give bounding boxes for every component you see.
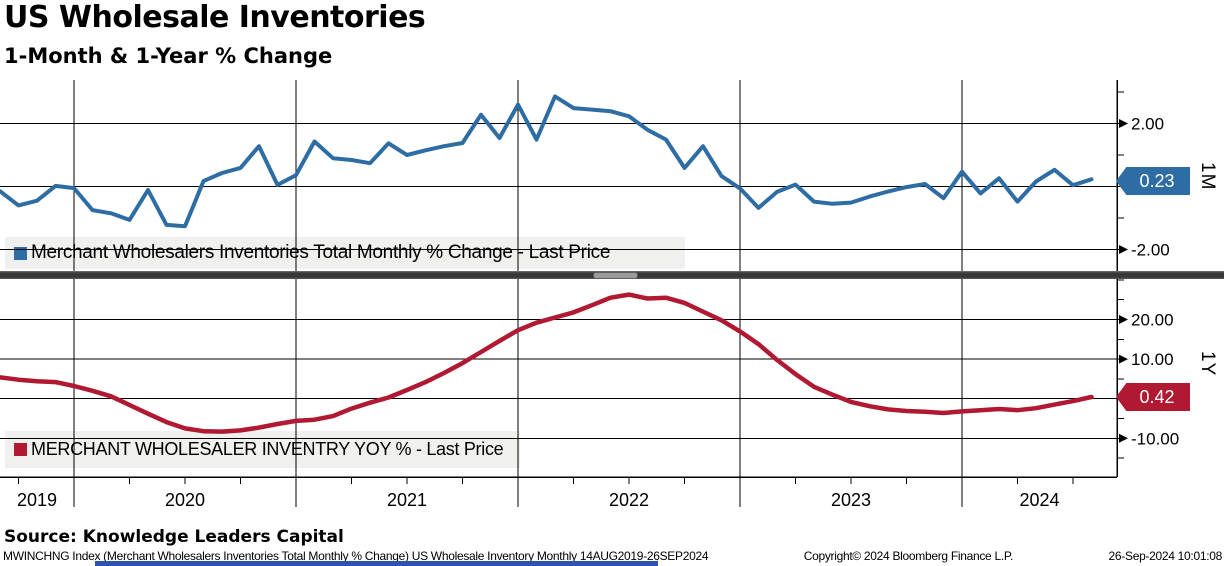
footer-copyright: Copyright© 2024 Bloomberg Finance L.P.: [803, 549, 1014, 563]
footer-bar: MWINCHNG Index (Merchant Wholesalers Inv…: [3, 549, 1222, 563]
last-price-1m: 0.23: [1139, 170, 1175, 191]
legend-1m[interactable]: Merchant Wholesalers Inventories Total M…: [5, 237, 685, 269]
legend-1m-label: Merchant Wholesalers Inventories Total M…: [31, 242, 611, 263]
x-axis-year-label: 2021: [387, 490, 427, 510]
y-axis-tick-label: -10.00: [1131, 429, 1179, 448]
page-title: US Wholesale Inventories: [4, 0, 426, 35]
bottom-highlight-bar: [95, 561, 658, 566]
legend-1y-label: MERCHANT WHOLESALER INVENTRY YOY % - Las…: [31, 439, 504, 459]
legend-1y[interactable]: MERCHANT WHOLESALER INVENTRY YOY % - Las…: [5, 431, 520, 468]
y-axis-tick-label: 10.00: [1131, 350, 1174, 369]
x-axis-year-label: 2022: [609, 490, 649, 510]
panel-divider-handle[interactable]: [593, 271, 638, 279]
last-price-badge-1m: 0.23: [1116, 167, 1190, 195]
x-axis-year-label: 2020: [165, 490, 205, 510]
page-subtitle: 1-Month & 1-Year % Change: [4, 44, 333, 68]
panel-axis-label-1m: 1M: [1197, 162, 1218, 191]
x-axis-year-label: 2019: [17, 490, 57, 510]
x-axis-year-label: 2024: [1019, 490, 1059, 510]
legend-swatch-1y-icon: [14, 443, 27, 456]
footer-instrument: MWINCHNG Index (Merchant Wholesalers Inv…: [3, 549, 709, 563]
x-axis-year-label: 2023: [831, 490, 871, 510]
last-price-badge-1y: 0.42: [1116, 383, 1190, 411]
panel-axis-label-1y: 1Y: [1197, 351, 1218, 377]
series-line-1y: [0, 292, 1094, 434]
y-axis-tick-label: 2.00: [1131, 115, 1164, 134]
y-axis-tick-label: 20.00: [1131, 311, 1174, 330]
y-axis-tick-label: -2.00: [1131, 241, 1170, 260]
last-price-1y: 0.42: [1139, 386, 1175, 407]
footer-timestamp: 26-Sep-2024 10:01:08: [1108, 549, 1223, 563]
series-line-1m: [0, 94, 1094, 229]
legend-swatch-1m-icon: [14, 246, 27, 260]
source-line: Source: Knowledge Leaders Capital: [4, 527, 344, 547]
